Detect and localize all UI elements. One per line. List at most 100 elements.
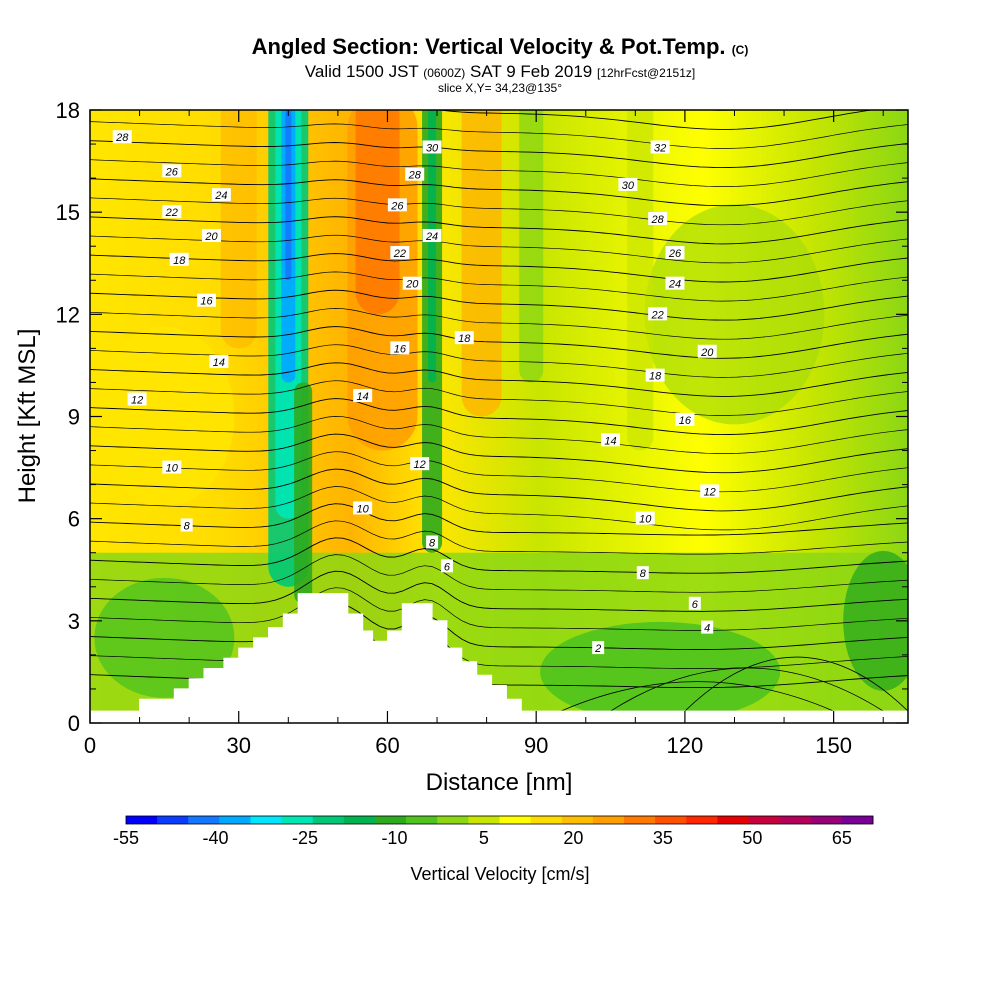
isentrope-line — [90, 159, 908, 187]
contour-label: 28 — [408, 170, 422, 182]
contour-label: 28 — [115, 132, 129, 144]
colorbar-swatch — [841, 816, 874, 824]
terrain-shape — [89, 593, 909, 724]
colorbar-swatch — [437, 816, 469, 824]
contour-label: 4 — [704, 623, 710, 635]
contour-label-box — [353, 501, 373, 515]
isentrope-line — [90, 178, 908, 207]
contour-label-box — [426, 535, 439, 549]
contour-label-box — [675, 412, 695, 426]
field-mid-right — [644, 204, 825, 425]
x-tick-label: 90 — [524, 733, 548, 758]
contour-label-box — [162, 460, 182, 474]
contour-label: 30 — [426, 142, 439, 154]
contour-label: 6 — [444, 561, 451, 573]
contour-label-box — [601, 433, 621, 447]
isentrope-line — [699, 110, 746, 111]
contour-label: 8 — [184, 520, 191, 532]
contour-label-box — [700, 484, 720, 498]
colorbar-swatch — [375, 816, 407, 824]
ground-strip — [90, 711, 908, 724]
x-tick-label: 60 — [375, 733, 399, 758]
colorbar-swatch — [655, 816, 687, 824]
y-tick-label: 18 — [56, 98, 80, 123]
colorbar-swatch — [281, 816, 314, 824]
colorbar-tick-label: 50 — [742, 828, 762, 848]
contour-label-box — [353, 389, 373, 403]
colorbar-swatch — [810, 816, 843, 824]
contour-label-box — [636, 566, 649, 580]
contour-label-box — [645, 368, 665, 382]
updraft-core-a — [355, 110, 400, 315]
contour-label-box — [665, 246, 685, 260]
contour-label: 14 — [604, 435, 616, 447]
contour-label-box — [402, 276, 422, 290]
contour-label-box — [197, 293, 217, 307]
contour-label-box — [422, 140, 442, 154]
isentrope-line — [90, 197, 908, 226]
contour-label-box — [387, 198, 407, 212]
contour-label-box — [180, 518, 193, 532]
colorbar-swatch — [250, 816, 283, 824]
contour-label: 12 — [131, 394, 143, 406]
contour-label-box — [440, 559, 453, 573]
colorbar-tick-label: 20 — [563, 828, 583, 848]
isentrope-line — [90, 326, 908, 359]
contour-label-box — [701, 620, 714, 634]
isentrope-line — [90, 140, 908, 169]
x-tick-label: 0 — [84, 733, 96, 758]
contour-label: 24 — [668, 279, 681, 291]
field-streak-d — [627, 110, 654, 451]
y-tick-label: 12 — [56, 302, 80, 327]
contour-label: 8 — [640, 568, 647, 580]
isentrope-line — [90, 433, 908, 474]
isentrope-line — [90, 121, 908, 149]
contour-label: 26 — [390, 200, 404, 212]
colorbar-swatch — [219, 816, 251, 824]
contour-label: 12 — [414, 459, 426, 471]
field-low-green-left — [94, 577, 235, 698]
isentrope-line — [90, 587, 908, 631]
downdraft-core-b — [428, 110, 437, 383]
isentrope-line — [90, 271, 908, 302]
colorbar-tick-label: -40 — [202, 828, 228, 848]
field-low-green — [540, 621, 781, 722]
contour-label-box — [405, 167, 425, 181]
colorbar-tick-label: -10 — [381, 828, 407, 848]
contour-label-box — [648, 307, 668, 321]
contour-label: 22 — [393, 248, 406, 260]
isentrope-line — [90, 537, 908, 574]
contour-label: 8 — [429, 538, 436, 550]
isentrope-line — [90, 253, 908, 283]
contour-label: 6 — [692, 599, 699, 611]
isentrope-line — [90, 216, 908, 245]
chart-title-block: Angled Section: Vertical Velocity & Pot.… — [0, 34, 1000, 95]
contour-label: 16 — [200, 296, 213, 308]
colorbar-swatch — [126, 816, 158, 824]
contour-label-box — [618, 177, 638, 191]
contour-label: 22 — [165, 207, 178, 219]
contour-label-box — [390, 246, 410, 260]
contour-label: 18 — [649, 371, 662, 383]
contour-label: 32 — [654, 142, 666, 154]
contour-label: 16 — [394, 343, 407, 355]
contour-label: 10 — [357, 503, 370, 515]
contour-label-box — [648, 211, 668, 225]
colorbar-swatch — [312, 816, 345, 824]
y-tick-label: 15 — [56, 200, 80, 225]
contour-label-box — [454, 331, 474, 345]
colorbar-tick-label: -55 — [113, 828, 139, 848]
contour-label: 14 — [357, 391, 369, 403]
contour-label-box — [162, 164, 182, 178]
y-tick-label: 9 — [68, 405, 80, 430]
colorbar: -55 -40 -25 -10 5 20 35 50 65 — [113, 815, 874, 848]
contour-label: 10 — [639, 514, 652, 526]
colorbar-swatch — [717, 816, 749, 824]
colorbar-tick-label: -25 — [292, 828, 318, 848]
colorbar-swatch — [779, 816, 812, 824]
contour-label: 22 — [651, 309, 664, 321]
isentrope-line — [90, 486, 908, 531]
colorbar-swatch — [499, 816, 532, 824]
contour-label: 20 — [700, 347, 714, 359]
weak-downdraft-c — [519, 110, 544, 383]
